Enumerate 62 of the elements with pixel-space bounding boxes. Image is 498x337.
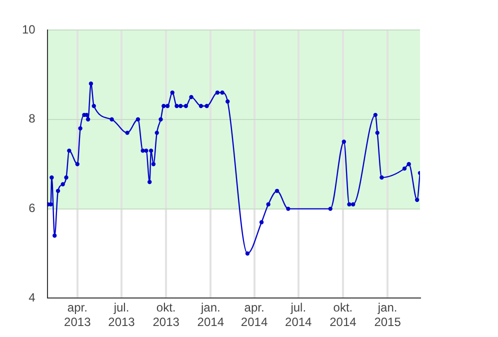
point [75,162,80,166]
x-tick-label: okt. 2013 [152,300,180,330]
point [140,148,145,153]
point [347,202,352,206]
point [245,251,250,256]
x-tick-label: apr. 2014 [240,300,268,330]
point [64,175,68,180]
point [84,112,89,118]
point [50,175,54,180]
point [174,104,179,108]
point [170,90,174,95]
point [215,90,220,95]
point [125,130,130,135]
point [189,94,194,100]
y-tick-label: 6 [28,201,36,216]
point [274,188,280,194]
point [266,202,270,206]
point [151,162,156,166]
point [56,188,60,194]
point [86,117,90,122]
point [110,117,114,122]
point [165,104,170,108]
point [88,82,94,86]
point [402,166,407,171]
point [375,130,380,135]
point [147,180,152,184]
point [373,112,378,118]
point [78,126,82,130]
point [162,104,166,108]
point [286,206,290,211]
y-tick-label: 10 [22,22,36,36]
point [158,117,163,122]
point [148,148,154,153]
point [60,182,65,186]
point [154,130,159,135]
point [178,104,183,108]
x-tick-label: okt. 2014 [330,300,357,330]
x-tick-label: jan. 2015 [374,300,402,330]
x-tick-label: jul. 2014 [285,300,312,330]
y-tick-label: 4 [28,290,36,305]
point [342,140,346,144]
point [144,148,148,153]
point [52,234,57,238]
point [328,206,332,211]
point [48,202,53,206]
point [406,162,411,166]
point [414,198,420,202]
point [220,90,224,95]
point [259,220,264,224]
x-tick-label: jan. 2014 [197,300,224,330]
point [136,117,140,122]
point [198,104,204,108]
point [204,104,209,108]
x-tick-label: jul. 2013 [108,300,136,330]
point [226,99,230,104]
point [67,148,72,153]
point [184,104,188,108]
point [351,202,356,206]
y-tick-label: 8 [28,112,36,126]
point [92,104,96,108]
point [380,175,384,180]
x-tick-label: apr. 2013 [64,300,92,330]
